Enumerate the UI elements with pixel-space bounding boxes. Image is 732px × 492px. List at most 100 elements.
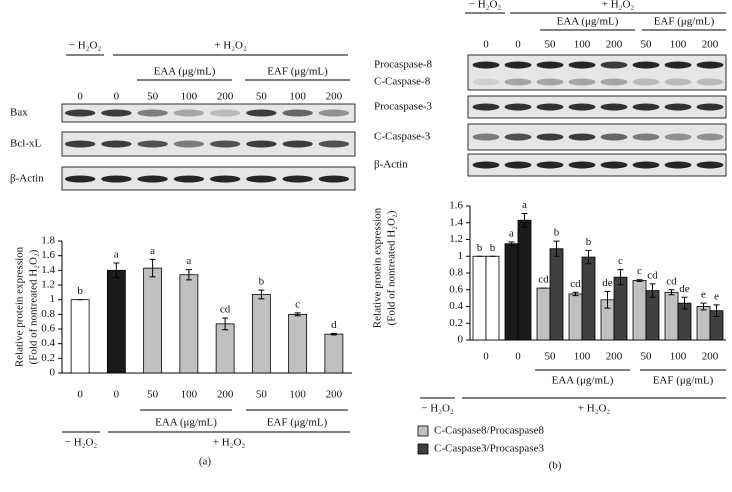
- blot-band: [632, 103, 660, 111]
- blot-band: [664, 161, 692, 169]
- error-bar: [185, 269, 192, 281]
- x-tick-label: 200: [326, 389, 343, 401]
- significance-letter: cd: [220, 304, 231, 316]
- legend-swatch: [417, 425, 429, 437]
- group-label: + H₂O₂: [213, 437, 246, 449]
- y-tick-label: 0: [50, 367, 56, 379]
- blot-band: [173, 175, 205, 183]
- blot-band: [568, 133, 596, 141]
- blot-header: + H₂O₂: [214, 40, 247, 52]
- y-tick-label: 0: [458, 334, 464, 346]
- significance-letter: de: [679, 283, 690, 295]
- blot-band: [504, 78, 532, 86]
- blot-row-label: Procaspase-8: [374, 59, 433, 71]
- blot-strip: [467, 54, 727, 91]
- legend-swatch: [417, 443, 429, 455]
- blot-band: [632, 61, 660, 69]
- significance-letter: de: [602, 277, 613, 289]
- blot-strip: [467, 153, 727, 177]
- error-bar: [553, 240, 560, 257]
- error-bar: [668, 289, 675, 296]
- significance-letter: a: [186, 255, 191, 267]
- bar: [632, 280, 647, 341]
- significance-letter: a: [150, 245, 155, 257]
- significance-letter: a: [522, 199, 527, 211]
- x-tick-label: 100: [181, 389, 198, 401]
- blot-row-label: Bax: [10, 107, 28, 119]
- lane-label: 0: [77, 91, 83, 103]
- blot-band: [536, 61, 564, 69]
- x-tick-label: 100: [574, 351, 591, 363]
- blot-band: [246, 140, 277, 148]
- lane-label: 50: [256, 91, 268, 103]
- error-bar: [113, 262, 120, 279]
- lane-label: 100: [574, 39, 591, 51]
- blot-band: [472, 161, 500, 169]
- blot-band: [101, 109, 132, 117]
- significance-letter: b: [554, 227, 560, 239]
- blot-strip: [61, 103, 356, 123]
- blot-band: [696, 133, 724, 141]
- blot-header: − H₂O₂: [469, 0, 502, 11]
- blot-band: [632, 78, 660, 86]
- error-bar: [649, 283, 656, 298]
- error-bar: [258, 289, 265, 300]
- blot-band: [318, 109, 350, 117]
- bar: [549, 248, 564, 341]
- lane-label: 0: [483, 39, 489, 51]
- group-label: EAF (μg/mL): [653, 375, 714, 387]
- bar: [179, 274, 199, 374]
- blot-band: [472, 78, 500, 86]
- group-label: EAF (μg/mL): [267, 417, 328, 429]
- blot-band: [137, 175, 168, 183]
- blot-band: [504, 133, 532, 141]
- x-tick-label: 50: [545, 351, 557, 363]
- bar: [504, 243, 519, 341]
- blot-header: EAA (μg/mL): [557, 16, 619, 28]
- significance-letter: cd: [666, 275, 677, 287]
- blot-header: EAF (μg/mL): [267, 66, 328, 78]
- significance-letter: a: [509, 228, 514, 240]
- x-tick-label: 0: [114, 389, 120, 401]
- blot-band: [246, 175, 277, 183]
- lane-label: 200: [702, 39, 719, 51]
- blot-band: [568, 78, 596, 86]
- error-bar: [604, 290, 611, 309]
- blot-band: [696, 61, 724, 69]
- blot-band: [101, 140, 132, 148]
- y-tick-label: 0.4: [41, 337, 55, 349]
- bar: [143, 267, 163, 374]
- error-bar: [521, 213, 528, 228]
- bar: [251, 294, 271, 374]
- y-tick-label: 1.8: [41, 235, 55, 247]
- y-tick-label: 0.8: [41, 308, 55, 320]
- y-tick-label: 1.6: [449, 200, 463, 212]
- blot-band: [536, 161, 564, 169]
- blot-band: [173, 140, 205, 148]
- group-label: EAA (μg/mL): [552, 375, 614, 387]
- y-axis-label: Relative protein expression: [14, 246, 26, 367]
- significance-letter: cd: [538, 274, 549, 286]
- bar: [485, 255, 500, 341]
- blot-row-label: β-Actin: [10, 173, 44, 185]
- y-tick-label: 0.8: [449, 267, 463, 279]
- lane-label: 100: [670, 39, 687, 51]
- blot-band: [600, 103, 628, 111]
- blot-strip: [467, 95, 727, 119]
- blot-band: [536, 133, 564, 141]
- y-tick-label: 0.6: [449, 283, 463, 295]
- bar: [613, 276, 628, 341]
- significance-letter: cd: [570, 278, 581, 290]
- bar: [696, 306, 711, 341]
- blot-band: [472, 61, 500, 69]
- lane-label: 200: [326, 91, 343, 103]
- x-tick-label: 100: [289, 389, 306, 401]
- x-tick-label: 50: [256, 389, 268, 401]
- blot-band: [696, 161, 724, 169]
- bar: [288, 313, 308, 374]
- x-tick-label: 200: [217, 389, 234, 401]
- blot-header: − H₂O₂: [69, 40, 102, 52]
- blot-row-label: Bcl-xL: [10, 138, 41, 150]
- y-tick-label: 1.4: [449, 216, 463, 228]
- blot-band: [101, 175, 132, 183]
